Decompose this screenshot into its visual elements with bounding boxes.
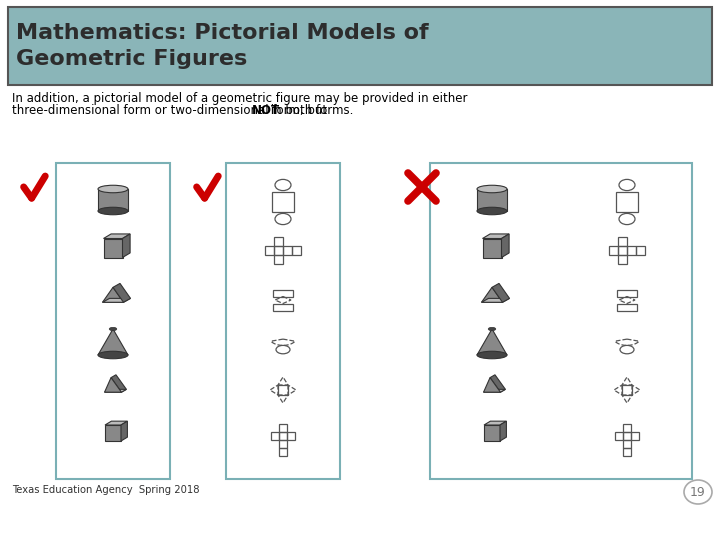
- Polygon shape: [102, 299, 130, 302]
- Polygon shape: [477, 189, 507, 211]
- Ellipse shape: [477, 185, 507, 193]
- Text: In addition, a pictorial model of a geometric figure may be provided in either: In addition, a pictorial model of a geom…: [12, 92, 467, 105]
- FancyBboxPatch shape: [8, 7, 712, 85]
- Polygon shape: [492, 284, 510, 302]
- Polygon shape: [104, 234, 130, 239]
- Polygon shape: [121, 421, 127, 441]
- Polygon shape: [104, 377, 122, 392]
- FancyBboxPatch shape: [56, 163, 170, 479]
- Ellipse shape: [98, 207, 128, 215]
- Polygon shape: [102, 287, 124, 302]
- Text: Texas Education Agency  Spring 2018: Texas Education Agency Spring 2018: [12, 485, 199, 495]
- Polygon shape: [482, 287, 503, 302]
- Polygon shape: [113, 284, 130, 302]
- Polygon shape: [482, 234, 509, 239]
- Ellipse shape: [109, 327, 117, 330]
- Ellipse shape: [98, 185, 128, 193]
- Polygon shape: [105, 425, 121, 441]
- Polygon shape: [105, 421, 127, 425]
- Polygon shape: [477, 329, 507, 355]
- Polygon shape: [484, 377, 500, 392]
- Polygon shape: [98, 329, 128, 355]
- Text: Mathematics: Pictorial Models of
Geometric Figures: Mathematics: Pictorial Models of Geometr…: [16, 23, 428, 69]
- Ellipse shape: [98, 351, 128, 359]
- FancyBboxPatch shape: [226, 163, 340, 479]
- Ellipse shape: [477, 207, 507, 215]
- Text: NOT: NOT: [252, 104, 280, 117]
- Polygon shape: [484, 421, 506, 425]
- Ellipse shape: [488, 327, 496, 330]
- Polygon shape: [490, 375, 505, 392]
- FancyBboxPatch shape: [430, 163, 692, 479]
- Ellipse shape: [684, 480, 712, 504]
- Polygon shape: [98, 189, 128, 211]
- Text: 19: 19: [690, 485, 706, 498]
- Polygon shape: [122, 234, 130, 258]
- Polygon shape: [482, 239, 502, 258]
- Text: three-dimensional form or two-dimensional form, but: three-dimensional form or two-dimensiona…: [12, 104, 331, 117]
- Polygon shape: [500, 421, 506, 441]
- Polygon shape: [484, 389, 505, 392]
- Text: in both forms.: in both forms.: [267, 104, 354, 117]
- Polygon shape: [111, 375, 127, 392]
- Polygon shape: [484, 425, 500, 441]
- Polygon shape: [104, 389, 127, 392]
- Polygon shape: [482, 299, 510, 302]
- Polygon shape: [104, 239, 122, 258]
- Ellipse shape: [477, 351, 507, 359]
- Polygon shape: [502, 234, 509, 258]
